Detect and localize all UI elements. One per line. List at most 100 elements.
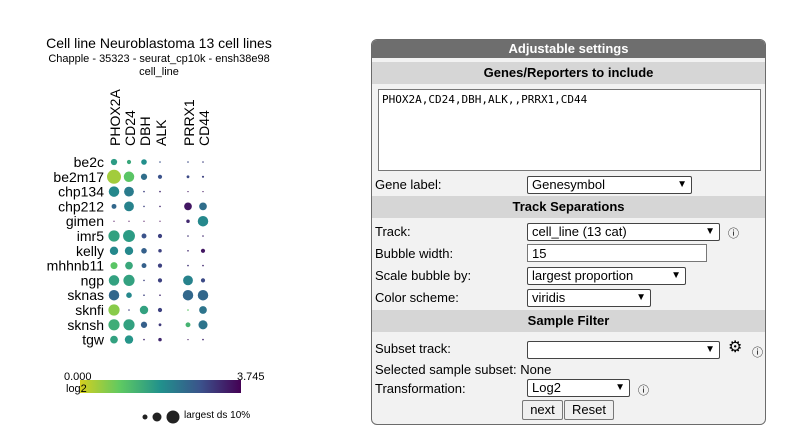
dot [157,263,163,268]
dot [124,335,134,344]
subset-info-icon[interactable]: ⓘ [752,347,763,359]
next-button[interactable]: next [522,400,563,420]
bubble-width-input[interactable] [527,244,707,262]
selected-subset-label: Selected sample subset: None [375,362,551,377]
dot [143,338,145,341]
dot [124,201,134,212]
dot [159,190,161,193]
dot [140,321,148,328]
size-legend-medium [152,412,162,422]
transformation-select[interactable]: Log2 ▼ [527,379,630,397]
size-legend-small [142,414,148,420]
gear-icon[interactable]: ⚙ [728,339,743,356]
dot [139,305,149,315]
gene-label: ALK [153,119,169,146]
plot-title: Cell line Neuroblastoma 13 cell lines [46,35,272,51]
dot [143,220,145,222]
track-label: Track: [375,224,411,239]
cell-line-label: imr5 [77,228,104,244]
dot-plot-chart: PHOX2A CD24 DBH ALK PRRX1 CD44 be2cbe2m17chp1… [47,89,265,424]
cell-line-label: gimen [66,213,104,229]
dot [108,230,120,242]
dot [202,264,204,267]
dot [141,159,147,165]
color-scheme-select-value: viridis [532,290,566,305]
dot [143,294,145,297]
dot [123,274,135,286]
plot-subtitle: Chapple - 35323 - seurat_cp10k - ensh38e… [48,53,270,65]
dot [124,246,134,255]
dot [141,248,147,254]
dot [111,203,117,209]
dot [199,202,207,211]
dot-plot-area: Cell line Neuroblastoma 13 cell lines Ch… [0,0,360,448]
dot [186,219,190,223]
cell-line-label: sknsh [67,317,104,333]
track-section-header: Track Separations [372,196,765,218]
genes-textarea[interactable] [378,89,761,171]
dot [157,174,163,179]
dot [198,320,208,330]
reset-button[interactable]: Reset [564,400,614,420]
subset-track-label: Subset track: [375,341,451,356]
dot [182,289,194,301]
color-scheme-select[interactable]: viridis ▼ [527,289,651,307]
transformation-label: Transformation: [375,381,466,396]
gene-label: DBH [137,116,153,146]
gene-label-select-value: Genesymbol [532,177,605,192]
dot [157,307,163,313]
dot [141,233,147,239]
bubble-width-label: Bubble width: [375,246,454,261]
subset-track-select[interactable]: ▼ [527,341,720,359]
settings-panel: Adjustable settings Genes/Reporters to i… [371,39,766,425]
dot [187,235,189,237]
dot [185,322,191,328]
track-info-icon[interactable]: ⓘ [728,228,739,240]
cell-line-label: be2m17 [53,169,104,185]
dot [158,323,162,327]
dot [125,261,133,270]
dot [108,304,120,316]
filter-section-header: Sample Filter [372,310,765,332]
color-scheme-label: Color scheme: [375,290,459,305]
dot [143,279,145,282]
gene-label-label: Gene label: [375,177,442,192]
color-legend-label: log2 [66,383,87,395]
transformation-info-icon[interactable]: ⓘ [638,385,649,397]
dot [107,169,121,184]
chevron-down-icon: ▼ [636,292,646,303]
color-legend-min: 0.000 [64,371,92,383]
cell-line-label: mhhnb11 [47,258,105,274]
dot [197,289,209,301]
scale-by-select[interactable]: largest proportion ▼ [527,267,686,285]
dot [143,190,145,193]
dot [183,275,193,286]
dot [202,338,204,341]
selected-subset-value: None [520,362,552,377]
dot [157,278,163,283]
dot [126,159,132,165]
dot [123,230,135,242]
dot [184,202,192,211]
dot [124,186,134,197]
panel-header: Adjustable settings [372,40,765,58]
chevron-down-icon: ▼ [677,179,687,190]
dot [199,306,207,314]
size-legend-large [166,410,180,424]
dot [108,186,120,197]
dot [108,319,120,331]
scale-by-label: Scale bubble by: [375,268,472,283]
cell-line-label: sknas [67,287,104,303]
gene-label-select[interactable]: Genesymbol ▼ [527,176,692,194]
selected-subset-label-text: Selected sample subset: [375,362,517,377]
track-select[interactable]: cell_line (13 cat) ▼ [527,223,720,241]
cell-line-label: tgw [82,332,105,348]
dot [140,173,148,180]
color-legend-max: 3.745 [237,371,265,383]
chevron-down-icon: ▼ [615,382,625,393]
dot [126,292,132,299]
dot [202,161,204,163]
dot [128,220,130,222]
dot [159,161,161,163]
dot [110,335,118,344]
